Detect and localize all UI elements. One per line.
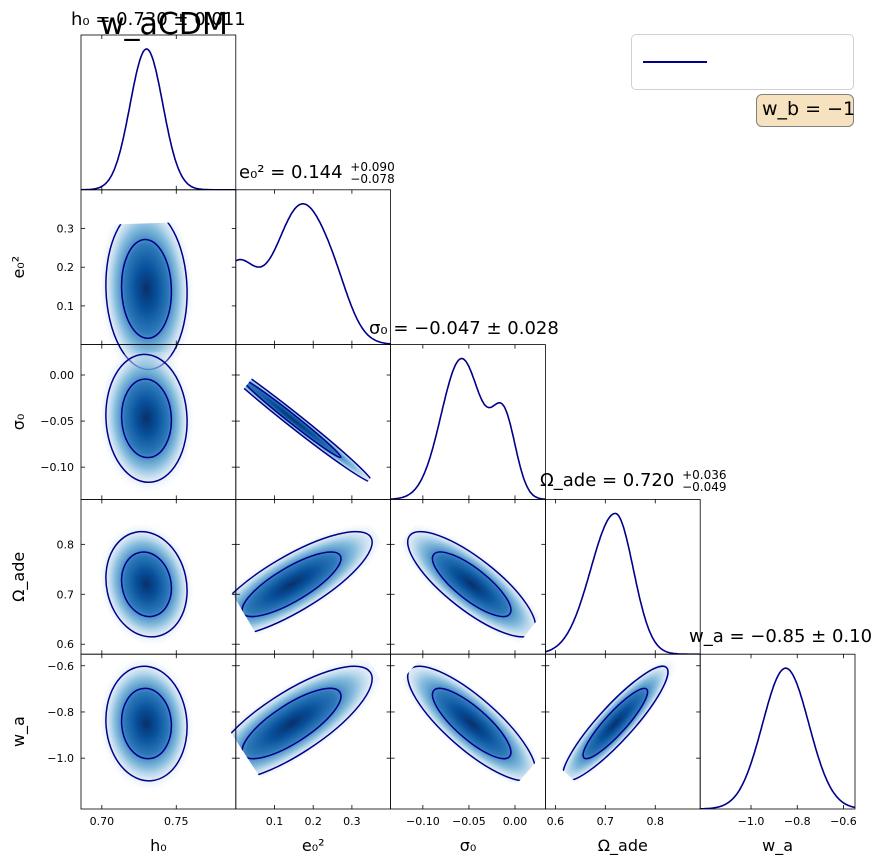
- marginal-curve-wa: [700, 667, 856, 810]
- density-e0sq-wa: [207, 654, 390, 793]
- density-h0-sigma0: [97, 349, 196, 496]
- contour-68-h0-e0sq: [120, 238, 173, 340]
- contour-68-h0-sigma0: [120, 378, 173, 459]
- x-tick-label-h0: 0.75: [164, 815, 189, 828]
- x-axis-label-h0: h₀: [150, 836, 167, 855]
- contour-68-h0-omega_ade: [120, 551, 173, 618]
- x-tick-label-omega_ade: 0.6: [547, 815, 565, 828]
- marginal-title-omega-ade-upper: +0.036: [682, 468, 727, 482]
- y-axis-label-sigma0: σ₀: [9, 414, 28, 431]
- contour-68-sigma0-omega_ade: [431, 551, 512, 618]
- x-axis-label-e0sq: e₀²: [302, 836, 325, 855]
- marginal-curve-sigma0: [390, 357, 546, 500]
- x-tick-label-wa: −0.6: [830, 815, 857, 828]
- annotation-box: [756, 94, 854, 127]
- density-sigma0-wa: [394, 654, 550, 793]
- legend-line-swatch: [643, 61, 707, 63]
- x-tick-label-e0sq: 0.2: [304, 815, 322, 828]
- density-sigma0-omega_ade: [394, 520, 550, 648]
- y-tick-label-wa: −0.8: [47, 706, 74, 719]
- y-tick-label-omega_ade: 0.7: [57, 588, 75, 601]
- y-tick-label-e0sq: 0.1: [57, 300, 75, 313]
- legend: [631, 34, 854, 90]
- contour-68-sigma0-wa: [431, 687, 512, 760]
- contour-95-h0-omega_ade: [105, 530, 188, 638]
- density-e0sq-sigma0: [197, 340, 390, 496]
- x-tick-label-omega_ade: 0.7: [597, 815, 615, 828]
- contour-95-h0-wa: [105, 665, 188, 782]
- y-tick-label-wa: −0.6: [47, 660, 74, 673]
- marginal-title-wa: w_a = −0.85 ± 0.10: [689, 626, 873, 647]
- marginal-title-omega-ade: Ω_ade = 0.720 +0.036 −0.049: [540, 468, 727, 494]
- y-tick-label-omega_ade: 0.6: [57, 638, 75, 651]
- y-tick-label-sigma0: 0.00: [50, 369, 75, 382]
- x-tick-label-sigma0: −0.10: [406, 815, 440, 828]
- density-h0-omega_ade: [97, 520, 196, 648]
- x-tick-label-e0sq: 0.3: [343, 815, 361, 828]
- legend-label: w_aCDM: [100, 7, 228, 42]
- y-tick-label-e0sq: 0.2: [57, 261, 75, 274]
- marginal-curve-omega_ade: [545, 512, 701, 655]
- y-tick-label-sigma0: −0.05: [40, 415, 74, 428]
- annotation-text: w_b = −1: [762, 98, 856, 120]
- y-axis-label-e0sq: e₀²: [9, 256, 28, 279]
- x-tick-label-h0: 0.70: [90, 815, 115, 828]
- marginal-title-sigma0: σ₀ = −0.047 ± 0.028: [369, 318, 559, 339]
- marginal-title-e0sq-lower: −0.078: [350, 172, 395, 186]
- density-h0-wa: [97, 654, 196, 793]
- density-h0-e0sq: [97, 220, 196, 381]
- y-tick-label-omega_ade: 0.8: [57, 538, 75, 551]
- density-omega_ade-wa: [551, 654, 679, 793]
- x-tick-label-wa: −1.0: [738, 815, 765, 828]
- y-axis-label-wa: w_a: [9, 716, 29, 747]
- x-axis-label-sigma0: σ₀: [460, 836, 477, 855]
- y-tick-label-sigma0: −0.10: [40, 461, 74, 474]
- marginal-title-omega-ade-lower: −0.049: [682, 480, 727, 494]
- panel-frame-wa-wa: [699, 653, 856, 810]
- y-tick-label-e0sq: 0.3: [57, 223, 75, 236]
- x-tick-label-sigma0: 0.00: [503, 815, 528, 828]
- marginal-title-e0sq: e₀² = 0.144 +0.090 −0.078: [239, 160, 395, 186]
- contour-95-h0-sigma0: [105, 353, 188, 484]
- x-tick-label-omega_ade: 0.8: [647, 815, 665, 828]
- x-tick-label-sigma0: −0.05: [452, 815, 486, 828]
- marginal-curve-e0sq: [235, 203, 391, 345]
- x-axis-label-omega_ade: Ω_ade: [598, 836, 648, 856]
- x-axis-label-wa: w_a: [762, 836, 793, 856]
- marginal-title-e0sq-upper: +0.090: [350, 160, 395, 174]
- contour-68-h0-wa: [120, 687, 173, 760]
- marginal-title-h0: h₀ = 0.730 ± 0.011: [71, 9, 246, 30]
- y-tick-label-wa: −1.0: [47, 752, 74, 765]
- x-tick-label-e0sq: 0.1: [266, 815, 284, 828]
- density-e0sq-omega_ade: [200, 520, 390, 648]
- contour-68-omega_ade-wa: [582, 687, 649, 760]
- marginal-curve-h0: [81, 48, 236, 190]
- x-tick-label-wa: −0.8: [784, 815, 811, 828]
- panel-frame-h0-h0: [80, 34, 237, 191]
- y-axis-label-omega_ade: Ω_ade: [9, 552, 29, 602]
